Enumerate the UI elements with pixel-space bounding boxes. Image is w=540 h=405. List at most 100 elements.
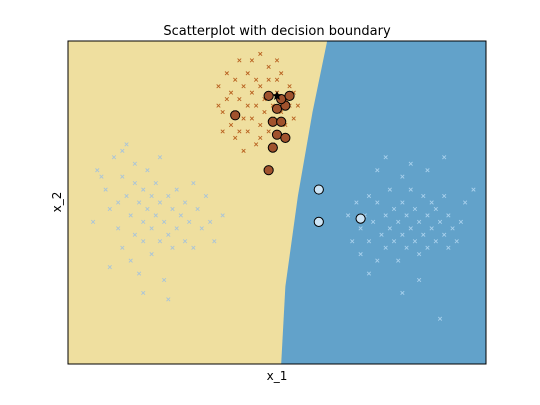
cluster-left-point xyxy=(90,219,96,224)
cluster-right-point xyxy=(442,232,447,237)
cluster-left-point xyxy=(107,206,112,212)
plot-frame xyxy=(67,40,487,365)
cluster-right-point xyxy=(442,193,447,199)
cluster-right-point xyxy=(404,213,409,218)
cluster-left-point xyxy=(199,226,204,231)
cluster-right-point xyxy=(417,252,422,257)
cluster-right-point xyxy=(383,155,388,160)
cluster-left-point xyxy=(149,193,154,199)
cluster-right-point xyxy=(450,226,455,231)
cluster-left-point xyxy=(162,277,167,283)
cluster-left-point xyxy=(132,161,137,166)
cluster-left-point xyxy=(136,271,142,276)
cluster-right-point xyxy=(387,226,392,231)
highlight-top-point xyxy=(271,103,283,114)
cluster-top-point xyxy=(249,58,255,63)
cluster-top-point xyxy=(249,90,255,95)
cluster-right-point xyxy=(412,239,418,244)
cluster-right-point xyxy=(429,226,434,231)
x-axis-label: x_1 xyxy=(267,369,288,383)
cluster-right-point xyxy=(417,277,422,283)
cluster-top-point xyxy=(266,129,271,134)
cluster-right-point xyxy=(458,219,464,224)
cluster-right-point xyxy=(442,155,447,160)
cluster-left-point xyxy=(141,187,146,192)
cluster-left-point xyxy=(128,258,133,263)
cluster-right-point xyxy=(375,258,380,263)
cluster-left-point xyxy=(220,213,225,218)
cluster-top-point xyxy=(241,84,246,89)
highlight-top-point xyxy=(263,165,274,176)
cluster-left-point xyxy=(166,232,171,237)
cluster-left-point xyxy=(145,206,150,212)
cluster-top-point xyxy=(228,90,234,95)
cluster-top-point xyxy=(237,58,242,63)
cluster-right-point xyxy=(387,187,392,192)
cluster-left-point xyxy=(141,290,146,296)
highlight-right-point xyxy=(313,184,324,195)
cluster-top-point xyxy=(279,71,284,76)
cluster-top-point xyxy=(216,84,221,89)
cluster-top-point xyxy=(233,77,238,82)
cluster-top-point xyxy=(274,77,280,82)
cluster-right-point xyxy=(412,206,418,212)
cluster-left-point xyxy=(120,245,125,250)
cluster-right-point xyxy=(371,219,376,224)
cluster-top-point xyxy=(241,116,246,121)
cluster-right-point xyxy=(433,206,438,212)
cluster-right-point xyxy=(421,193,426,199)
cluster-right-point xyxy=(391,206,397,212)
cluster-top-point xyxy=(249,116,255,121)
cluster-top-point xyxy=(245,129,250,134)
cluster-right-point xyxy=(400,232,405,237)
cluster-left-point xyxy=(111,155,117,160)
cluster-left-point xyxy=(132,232,137,237)
highlight-top-point xyxy=(267,116,278,127)
cluster-left-point xyxy=(120,148,125,153)
cluster-left-point xyxy=(136,200,142,205)
data-points xyxy=(90,51,476,321)
cluster-left-point xyxy=(187,219,192,224)
cluster-top-point xyxy=(237,129,242,134)
highlight-top-point xyxy=(280,132,291,143)
cluster-left-point xyxy=(182,239,188,244)
cluster-left-point xyxy=(128,213,133,218)
highlight-right-point xyxy=(355,213,366,224)
highlight-top-point xyxy=(271,129,283,140)
cluster-right-point xyxy=(417,219,422,224)
cluster-right-point xyxy=(366,239,372,244)
cluster-left-point xyxy=(107,264,112,270)
cluster-left-point xyxy=(170,245,175,250)
cluster-right-point xyxy=(437,219,443,224)
cluster-top-point xyxy=(274,58,280,63)
cluster-left-point xyxy=(191,181,196,186)
cluster-top-point xyxy=(291,116,296,121)
cluster-left-point xyxy=(116,226,121,231)
cluster-top-point xyxy=(258,51,263,57)
cluster-right-point xyxy=(400,174,405,179)
cluster-left-point xyxy=(174,226,179,231)
cluster-left-point xyxy=(203,193,209,199)
cluster-top-point xyxy=(216,103,221,108)
highlight-top-point xyxy=(263,90,274,102)
cluster-left-point xyxy=(141,239,146,244)
cluster-right-point xyxy=(408,187,413,192)
highlight-top-point xyxy=(230,110,241,121)
cluster-left-point xyxy=(157,200,163,205)
cluster-top-point xyxy=(245,103,250,108)
cluster-left-point xyxy=(132,181,137,186)
cluster-left-point xyxy=(149,226,154,231)
cluster-left-point xyxy=(120,174,125,179)
cluster-right-point xyxy=(462,200,468,205)
cluster-left-point xyxy=(124,193,129,199)
cluster-right-point xyxy=(375,168,380,173)
cluster-right-point xyxy=(358,226,363,231)
cluster-left-point xyxy=(162,219,167,224)
cluster-right-point xyxy=(446,213,451,218)
cluster-top-point xyxy=(253,142,259,147)
cluster-top-point xyxy=(245,71,250,76)
cluster-left-point xyxy=(157,155,163,160)
cluster-top-point xyxy=(233,135,238,141)
cluster-right-point xyxy=(400,290,405,296)
